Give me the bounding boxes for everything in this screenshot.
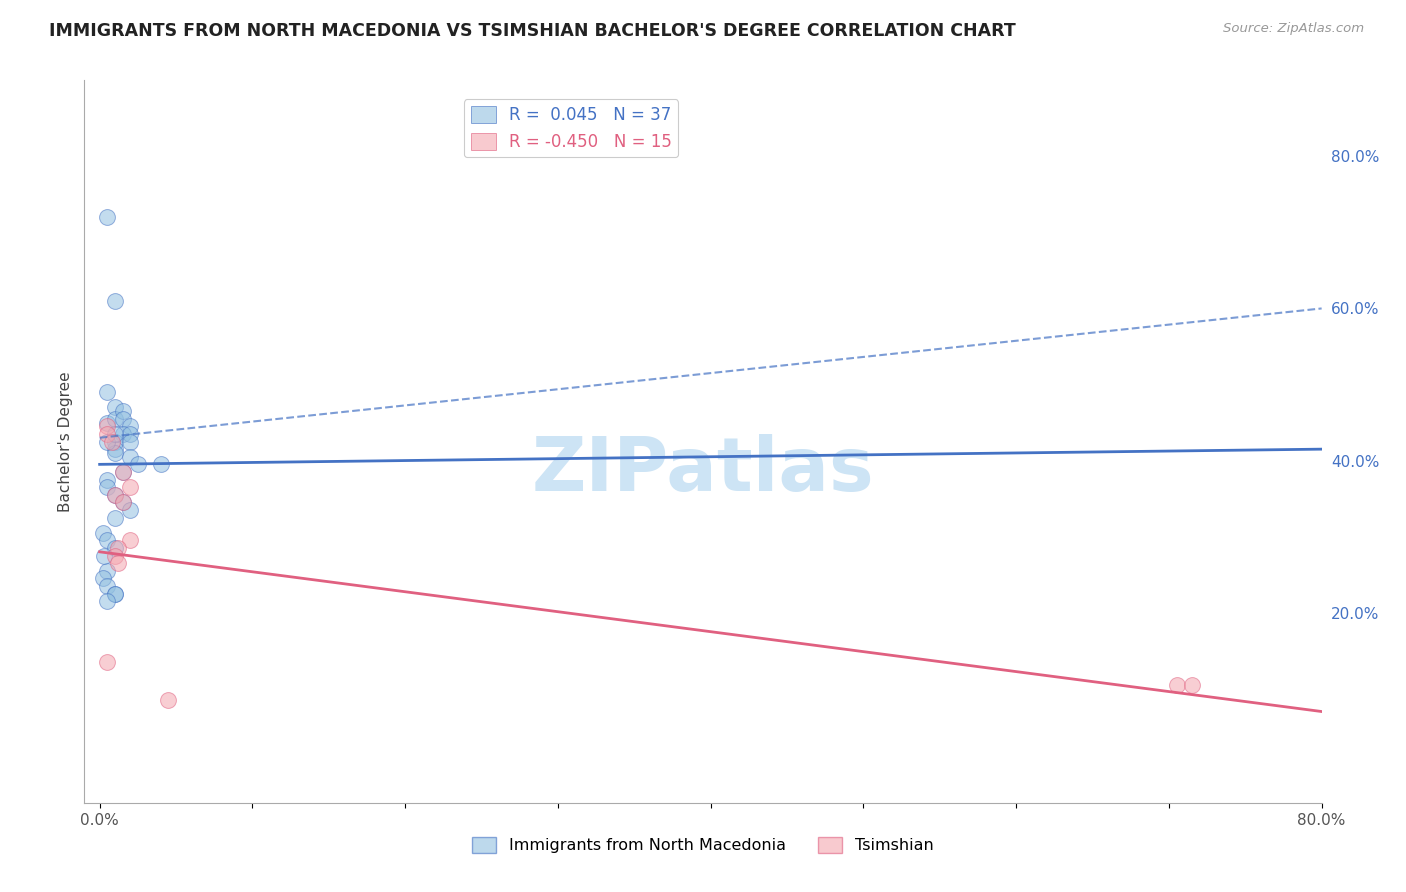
Point: [127, 458, 149, 472]
Point: [96, 434, 118, 449]
Point: [111, 404, 134, 418]
Point: [157, 693, 180, 707]
Point: [96, 419, 118, 434]
Point: [96, 416, 118, 430]
Point: [149, 458, 172, 472]
Point: [120, 419, 142, 434]
Point: [93, 549, 115, 563]
Point: [96, 426, 118, 441]
Point: [120, 533, 142, 548]
Point: [104, 488, 127, 502]
Point: [104, 488, 127, 502]
Point: [91, 525, 114, 540]
Point: [96, 594, 118, 608]
Point: [96, 385, 118, 400]
Point: [107, 541, 129, 555]
Point: [96, 473, 118, 487]
Point: [104, 510, 127, 524]
Point: [111, 426, 134, 441]
Point: [111, 495, 134, 509]
Point: [104, 587, 127, 601]
Point: [104, 401, 127, 415]
Point: [104, 549, 127, 563]
Point: [104, 446, 127, 460]
Point: [1166, 678, 1188, 692]
Point: [104, 587, 127, 601]
Point: [120, 503, 142, 517]
Point: [120, 426, 142, 441]
Point: [1181, 678, 1204, 692]
Point: [111, 411, 134, 425]
Text: IMMIGRANTS FROM NORTH MACEDONIA VS TSIMSHIAN BACHELOR'S DEGREE CORRELATION CHART: IMMIGRANTS FROM NORTH MACEDONIA VS TSIMS…: [49, 22, 1017, 40]
Text: Source: ZipAtlas.com: Source: ZipAtlas.com: [1223, 22, 1364, 36]
Text: ZIPatlas: ZIPatlas: [531, 434, 875, 507]
Y-axis label: Bachelor's Degree: Bachelor's Degree: [58, 371, 73, 512]
Point: [96, 480, 118, 494]
Point: [104, 434, 127, 449]
Point: [104, 293, 127, 308]
Point: [104, 541, 127, 555]
Point: [111, 495, 134, 509]
Point: [91, 571, 114, 585]
Point: [120, 480, 142, 494]
Point: [104, 411, 127, 425]
Point: [111, 465, 134, 479]
Point: [96, 564, 118, 578]
Point: [120, 434, 142, 449]
Point: [107, 556, 129, 570]
Point: [120, 450, 142, 464]
Point: [96, 655, 118, 669]
Point: [96, 533, 118, 548]
Point: [101, 434, 124, 449]
Point: [104, 426, 127, 441]
Point: [104, 442, 127, 457]
Point: [96, 210, 118, 224]
Legend: Immigrants from North Macedonia, Tsimshian: Immigrants from North Macedonia, Tsimshi…: [465, 830, 941, 860]
Point: [111, 465, 134, 479]
Point: [96, 579, 118, 593]
